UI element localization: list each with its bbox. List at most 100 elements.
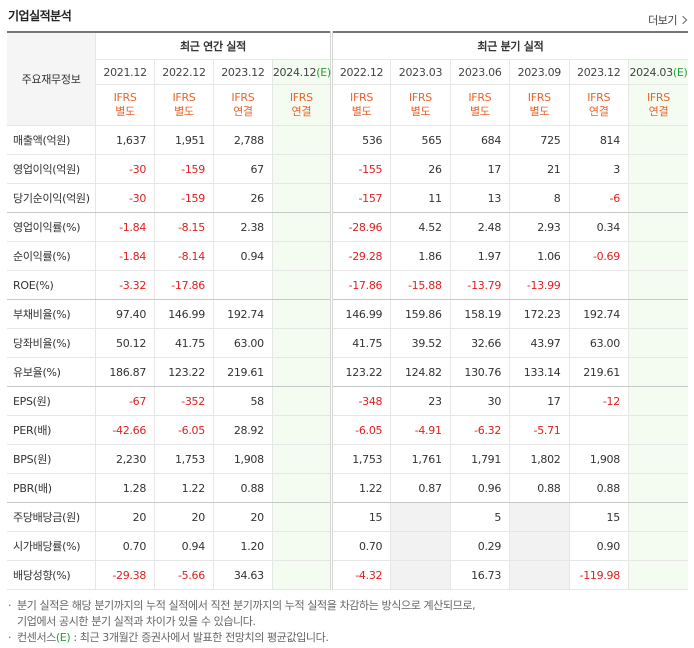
value-cell: [627, 444, 688, 474]
value-cell: 1,761: [390, 444, 451, 474]
value-cell: -30: [95, 154, 155, 184]
value-cell: -15.88: [390, 270, 451, 300]
value-cell: 5: [449, 502, 510, 532]
data-row: 당기순이익(억원) -30 -159 26 -157 11 13 8 -6: [7, 183, 688, 213]
value-cell: 219.61: [568, 357, 629, 387]
value-cell: [271, 560, 332, 590]
basis-header: IFRS 별도: [449, 84, 510, 126]
basis-header: IFRS 연결: [568, 84, 629, 126]
standard: IFRS: [231, 91, 255, 104]
standard: IFRS: [587, 91, 611, 104]
row-label: PER(배): [7, 415, 96, 445]
row-label: 당기순이익(억원): [7, 183, 96, 213]
group-header: 최근 연간 실적: [95, 32, 332, 60]
value-cell: 2,230: [95, 444, 155, 474]
value-cell: 1.06: [509, 241, 569, 271]
period-header: 2023.06: [449, 59, 510, 85]
value-cell: [627, 299, 688, 329]
value-cell: 130.76: [449, 357, 510, 387]
basis: 별도: [529, 105, 550, 118]
row-label: 순이익률(%): [7, 241, 96, 271]
basis-header: IFRS 연결: [271, 84, 332, 126]
basis: 연결: [233, 105, 253, 118]
value-cell: [271, 270, 332, 300]
data-row: 당좌비율(%) 50.12 41.75 63.00 41.75 39.52 32.66 43.…: [7, 328, 688, 358]
value-cell: -8.15: [154, 212, 214, 242]
period: 2023.03: [398, 65, 443, 79]
value-cell: [509, 531, 569, 561]
value-cell: 1,908: [212, 444, 273, 474]
value-cell: [627, 183, 688, 213]
value-cell: -5.66: [154, 560, 214, 590]
value-cell: 3: [568, 154, 629, 184]
value-cell: 1,753: [154, 444, 214, 474]
value-cell: [271, 183, 332, 213]
period: 2023.09: [517, 65, 562, 79]
row-label: 당좌비율(%): [7, 328, 96, 358]
value-cell: 0.88: [509, 473, 569, 503]
period-header: 2023.12: [212, 59, 273, 85]
value-cell: 0.90: [568, 531, 629, 561]
group-row: 주요재무정보 최근 연간 실적 최근 분기 실적: [7, 32, 688, 126]
value-cell: 97.40: [95, 299, 155, 329]
period: 2023.12: [221, 65, 265, 79]
value-cell: 15: [329, 502, 391, 532]
value-cell: -0.69: [568, 241, 629, 271]
row-label: 영업이익(억원): [7, 154, 96, 184]
data-row: 시가배당률(%) 0.70 0.94 1.20 0.70 0.29 0.90: [7, 531, 688, 561]
value-cell: [271, 502, 332, 532]
value-cell: 536: [329, 125, 391, 155]
data-row: ROE(%) -3.32 -17.86 -17.86 -15.88 -13.79 -13.9…: [7, 270, 688, 300]
data-row: 유보율(%) 186.87 123.22 219.61 123.22 124.82 130.…: [7, 357, 688, 387]
period-header: 2023.03: [390, 59, 451, 85]
value-cell: -28.96: [329, 212, 391, 242]
value-cell: 34.63: [212, 560, 273, 590]
data-row: 매출액(억원) 1,637 1,951 2,788 536 565 684 725 814: [7, 125, 688, 155]
value-cell: -159: [154, 183, 214, 213]
value-cell: 15: [568, 502, 629, 532]
estimate-mark: (E): [672, 65, 688, 79]
value-cell: 4.52: [390, 212, 451, 242]
financial-table: 주요재무정보 최근 연간 실적 최근 분기 실적 2021.12 2022.12 2023…: [7, 31, 688, 590]
value-cell: 1.22: [154, 473, 214, 503]
value-cell: [390, 502, 451, 532]
value-cell: [627, 270, 688, 300]
value-cell: -157: [329, 183, 391, 213]
estimate-mark: (E): [316, 65, 331, 79]
value-cell: [271, 386, 332, 416]
basis-header: IFRS 별도: [154, 84, 214, 126]
table-head: 주요재무정보 최근 연간 실적 최근 분기 실적 2021.12 2022.12 2023…: [7, 32, 688, 126]
value-cell: 1,908: [568, 444, 629, 474]
value-cell: -159: [154, 154, 214, 184]
value-cell: [271, 357, 332, 387]
value-cell: 2.38: [212, 212, 273, 242]
value-cell: 2,788: [212, 125, 273, 155]
value-cell: -17.86: [329, 270, 391, 300]
value-cell: 17: [509, 386, 569, 416]
more-link[interactable]: 더보기: [648, 12, 686, 28]
value-cell: 0.88: [568, 473, 629, 503]
value-cell: 1,802: [509, 444, 569, 474]
value-cell: 26: [390, 154, 451, 184]
standard: IFRS: [350, 91, 374, 104]
value-cell: [271, 444, 332, 474]
note-text: 컨센서스: [17, 631, 56, 644]
value-cell: -6: [568, 183, 629, 213]
value-cell: [627, 386, 688, 416]
value-cell: 11: [390, 183, 451, 213]
value-cell: 50.12: [95, 328, 155, 358]
value-cell: -6.05: [329, 415, 391, 445]
period: 2022.12: [339, 65, 384, 79]
value-cell: -4.32: [329, 560, 391, 590]
standard: IFRS: [408, 91, 432, 104]
standard: IFRS: [113, 91, 137, 104]
value-cell: 58: [212, 386, 273, 416]
value-cell: 2.93: [509, 212, 569, 242]
value-cell: [390, 531, 451, 561]
standard: IFRS: [172, 91, 196, 104]
value-cell: 0.87: [390, 473, 451, 503]
row-label: 시가배당률(%): [7, 531, 96, 561]
data-row: 부채비율(%) 97.40 146.99 192.74 146.99 159.86 158.…: [7, 299, 688, 329]
data-row: 영업이익률(%) -1.84 -8.15 2.38 -28.96 4.52 2.48 2.93…: [7, 212, 688, 242]
